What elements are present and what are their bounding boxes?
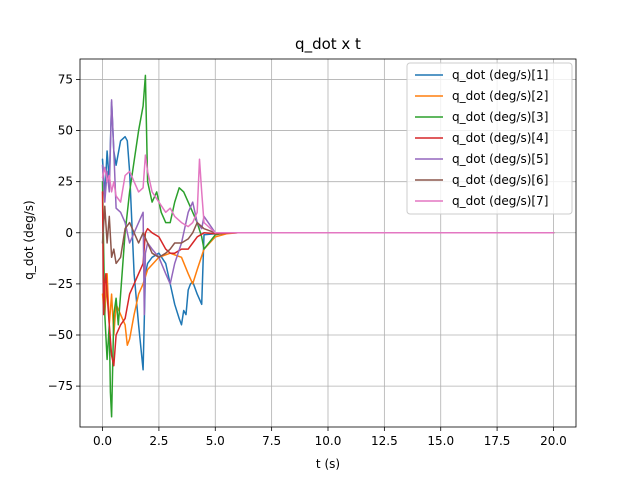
y-tick-label: −25 xyxy=(48,277,73,291)
series-line-7 xyxy=(101,154,555,234)
x-tick-label: 2.5 xyxy=(149,434,168,448)
x-axis-label: t (s) xyxy=(316,457,340,471)
legend-label: q_dot (deg/s)[2] xyxy=(452,89,548,103)
y-tick-label: −50 xyxy=(48,328,73,342)
legend-label: q_dot (deg/s)[5] xyxy=(452,152,548,166)
y-axis-label: q_dot (deg/s) xyxy=(22,200,36,279)
legend-label: q_dot (deg/s)[3] xyxy=(452,110,548,124)
chart-title: q_dot x t xyxy=(295,35,361,54)
x-tick-label: 15.0 xyxy=(427,434,454,448)
x-axis-ticks: 0.0 2.5 5.0 7.5 10.0 12.5 15.0 17.5 20.0 xyxy=(93,427,567,448)
legend-label: q_dot (deg/s)[4] xyxy=(452,131,548,145)
legend-box xyxy=(406,62,573,215)
x-tick-label: 10.0 xyxy=(315,434,342,448)
legend: q_dot (deg/s)[1] q_dot (deg/s)[2] q_dot (d… xyxy=(406,62,573,215)
y-tick-label: −75 xyxy=(48,379,73,393)
y-axis-ticks: −75 −50 −25 0 25 50 75 xyxy=(48,72,80,393)
x-tick-label: 20.0 xyxy=(540,434,567,448)
y-tick-label: 0 xyxy=(65,226,73,240)
legend-label: q_dot (deg/s)[7] xyxy=(452,194,548,208)
x-tick-label: 12.5 xyxy=(371,434,398,448)
y-tick-label: 25 xyxy=(58,175,73,189)
y-tick-label: 75 xyxy=(58,72,73,86)
y-tick-label: 50 xyxy=(58,124,73,138)
x-tick-label: 0.0 xyxy=(93,434,112,448)
legend-label: q_dot (deg/s)[1] xyxy=(452,68,548,82)
legend-label: q_dot (deg/s)[6] xyxy=(452,173,548,187)
series-lines xyxy=(101,74,555,418)
x-tick-label: 5.0 xyxy=(206,434,225,448)
x-tick-label: 17.5 xyxy=(484,434,511,448)
x-tick-label: 7.5 xyxy=(262,434,281,448)
